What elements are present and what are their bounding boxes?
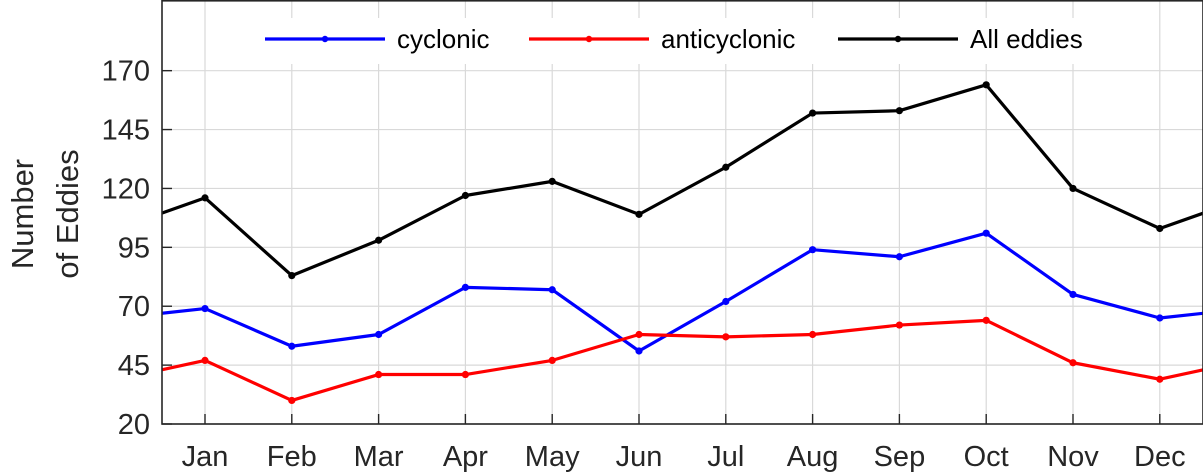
series-lines [162, 81, 1203, 405]
x-tick-label: Jun [616, 441, 663, 473]
y-tick-labels: 20 45 70 95 120 145 170 [102, 56, 150, 441]
legend-background [250, 18, 1112, 64]
legend-label: All eddies [970, 24, 1083, 54]
data-point [201, 304, 209, 313]
data-point [548, 356, 556, 364]
data-point [895, 321, 904, 329]
data-point [1156, 314, 1164, 322]
data-point [982, 316, 990, 324]
legend-label: cyclonic [397, 24, 489, 54]
data-point [809, 246, 817, 254]
x-tick-label: Nov [1047, 441, 1099, 473]
data-point [548, 177, 556, 185]
y-tick-label: 70 [118, 291, 150, 323]
x-tick-label: May [525, 441, 580, 473]
x-tick-label: Mar [354, 441, 404, 473]
x-tick-label: Dec [1134, 441, 1186, 473]
series-line-all-eddies [162, 83, 1203, 278]
legend-marker [321, 35, 329, 43]
data-point [375, 330, 383, 339]
data-point [288, 272, 296, 280]
data-point [635, 347, 643, 355]
legend-label: anticyclonic [661, 24, 795, 54]
data-point [722, 297, 730, 306]
y-tick-label: 95 [118, 232, 150, 264]
legend-marker [585, 35, 593, 43]
y-tick-label: 145 [102, 115, 150, 147]
series-line-anticyclonic [162, 318, 1203, 403]
series-line-cyclonic [162, 231, 1203, 353]
y-tick-label: 45 [118, 350, 150, 382]
data-point [982, 229, 990, 237]
data-point [1156, 224, 1164, 233]
data-point [548, 286, 556, 294]
data-point [461, 191, 469, 200]
legend-marker [894, 35, 902, 43]
data-point [635, 330, 643, 339]
x-tick-label: Jul [707, 441, 744, 473]
legend: cyclonic anticyclonic All eddies [250, 18, 1112, 64]
data-point [809, 330, 817, 339]
data-point [288, 396, 296, 405]
data-point [722, 333, 730, 341]
data-point [1069, 290, 1077, 299]
data-point [895, 107, 904, 115]
data-point [201, 194, 209, 202]
data-point [809, 109, 817, 117]
x-tick-label: Feb [267, 441, 317, 473]
axes-box [161, 0, 1203, 425]
data-point [1156, 375, 1164, 383]
x-tick-labels: Jan Feb Mar Apr May Jun Jul Aug Sep Oct Nov Dec [182, 441, 1186, 473]
data-point [982, 81, 990, 89]
data-point [895, 253, 904, 261]
y-axis-label-line-2: of Eddies [50, 149, 85, 278]
y-axis-label: Number of Eddies [5, 149, 85, 278]
data-point [201, 356, 209, 364]
data-point [461, 370, 469, 379]
x-tick-label: Jan [182, 441, 229, 473]
y-axis-label-line-1: Number [5, 159, 40, 269]
x-tick-label: Oct [964, 441, 1009, 473]
data-point [375, 236, 383, 244]
x-tick-label: Aug [787, 441, 839, 473]
data-point [1069, 359, 1077, 367]
data-point [461, 283, 469, 291]
x-tick-label: Apr [443, 441, 488, 473]
data-point [288, 342, 296, 350]
y-tick-label: 20 [118, 409, 150, 441]
x-tick-label: Sep [874, 441, 926, 473]
data-point [1069, 184, 1077, 193]
y-tick-label: 170 [102, 56, 150, 88]
data-point [722, 163, 730, 171]
axes [161, 0, 1203, 425]
data-point [635, 210, 643, 218]
data-point [375, 370, 383, 379]
y-tick-label: 120 [102, 173, 150, 205]
